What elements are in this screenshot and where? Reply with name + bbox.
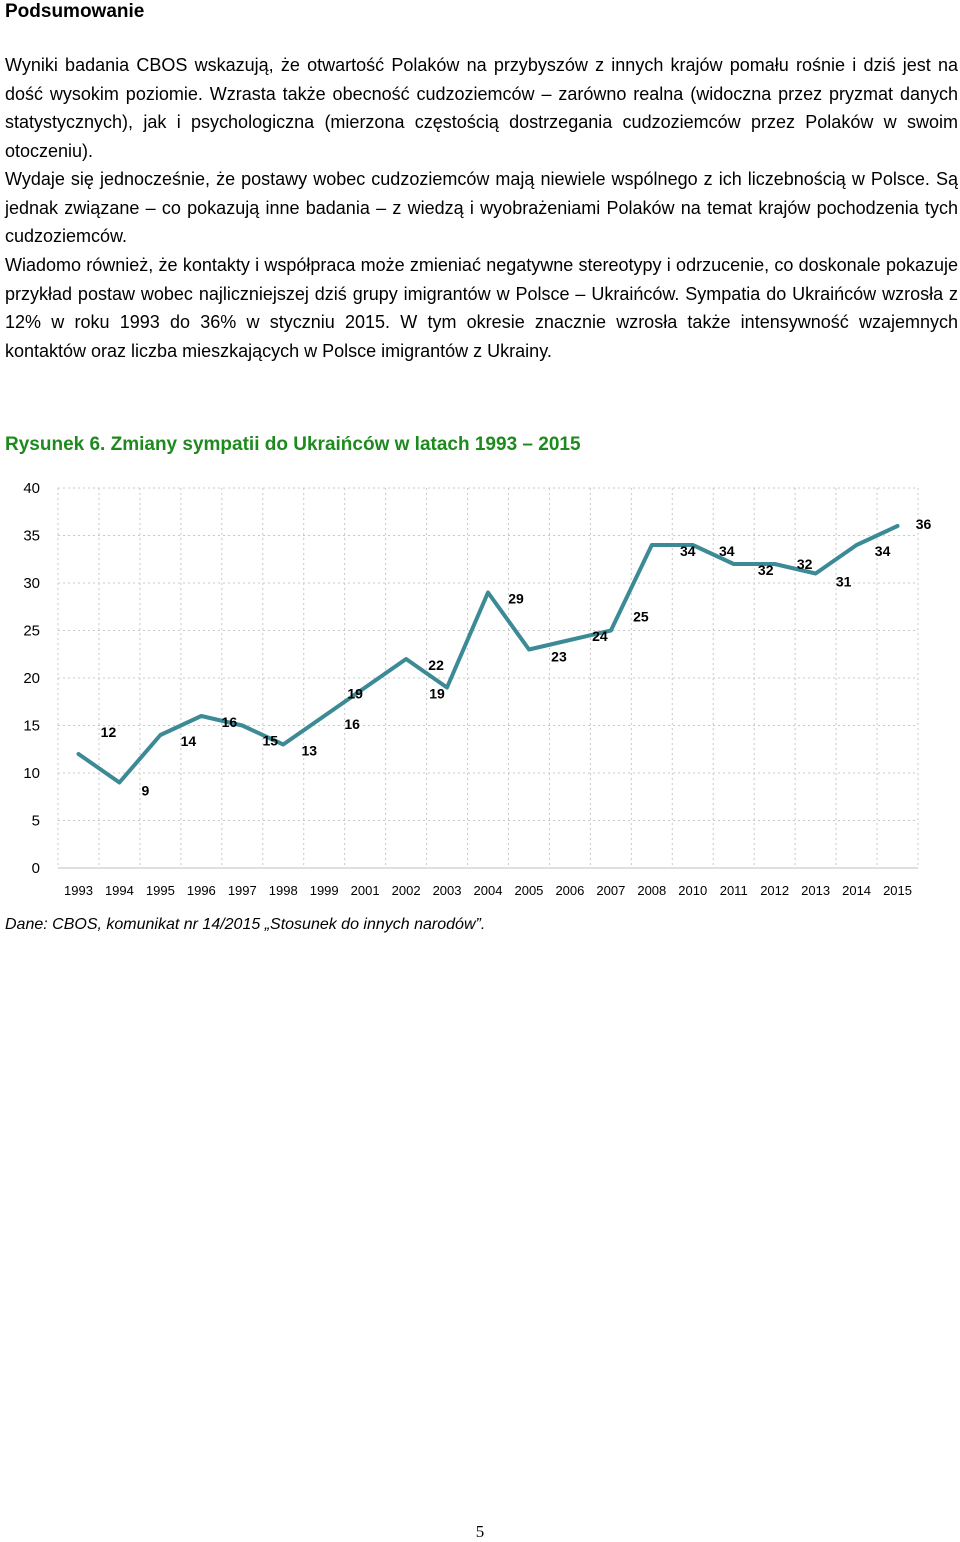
x-tick-label: 1999 — [310, 883, 339, 898]
x-tick-label: 2012 — [760, 883, 789, 898]
y-axis-ticks: 0 5 10 15 20 25 30 35 40 — [23, 480, 40, 877]
x-tick-label: 2002 — [392, 883, 421, 898]
data-label: 31 — [836, 574, 852, 590]
x-tick-label: 2014 — [842, 883, 871, 898]
x-tick-label: 2003 — [433, 883, 462, 898]
data-label: 16 — [222, 714, 238, 730]
paragraph-3: Wiadomo również, że kontakty i współprac… — [5, 255, 958, 361]
data-label: 34 — [719, 543, 735, 559]
section-heading: Podsumowanie — [5, 1, 145, 22]
y-tick-label: 30 — [23, 575, 40, 592]
x-tick-label: 1996 — [187, 883, 216, 898]
x-tick-label: 2013 — [801, 883, 830, 898]
series-line-layer — [76, 524, 900, 785]
x-tick-label: 2007 — [596, 883, 625, 898]
y-tick-label: 20 — [23, 670, 40, 687]
data-label: 29 — [508, 591, 524, 607]
x-tick-label: 1993 — [64, 883, 93, 898]
x-tick-label: 2015 — [883, 883, 912, 898]
x-tick-label: 2004 — [474, 883, 503, 898]
x-tick-label: 1994 — [105, 883, 134, 898]
data-label: 19 — [429, 686, 445, 702]
y-tick-label: 0 — [32, 860, 40, 877]
y-tick-label: 15 — [23, 718, 40, 735]
x-tick-label: 1995 — [146, 883, 175, 898]
data-label: 25 — [633, 609, 649, 625]
x-axis-ticks: 1993 1994 1995 1996 1997 1998 1999 2001 2002 2003… — [64, 883, 912, 898]
paragraph-2: Wydaje się jednocześnie, że postawy wobe… — [5, 169, 958, 246]
source-note: Dane: CBOS, komunikat nr 14/2015 „Stosun… — [5, 916, 486, 933]
data-label: 34 — [680, 543, 696, 559]
y-tick-label: 40 — [23, 480, 40, 497]
data-label: 13 — [301, 743, 317, 759]
x-tick-label: 2001 — [351, 883, 380, 898]
data-label: 34 — [875, 543, 891, 559]
data-label: 12 — [101, 724, 117, 740]
x-tick-label: 2005 — [514, 883, 543, 898]
y-tick-label: 10 — [23, 765, 40, 782]
x-tick-label: 2006 — [555, 883, 584, 898]
x-tick-label: 2011 — [720, 883, 748, 898]
figure-title: Rysunek 6. Zmiany sympatii do Ukraińców … — [5, 434, 581, 455]
series-line — [76, 524, 900, 785]
data-label-layer: 12 9 14 16 15 13 16 19 22 19 29 23 24 25 34 34 32 32 31 34 3… — [101, 516, 932, 799]
y-tick-label: 35 — [23, 528, 40, 545]
y-tick-label: 25 — [23, 623, 40, 640]
data-label: 32 — [797, 556, 813, 572]
paragraph-1: Wyniki badania CBOS wskazują, że otwarto… — [5, 55, 958, 161]
x-tick-label: 1998 — [269, 883, 298, 898]
x-tick-label: 2010 — [678, 883, 707, 898]
data-label: 24 — [592, 628, 608, 644]
data-label: 14 — [181, 733, 197, 749]
page-number: 5 — [475, 1522, 485, 1541]
data-label: 23 — [551, 649, 567, 665]
chart-grid — [57, 487, 919, 869]
x-tick-label: 2008 — [637, 883, 666, 898]
data-label: 15 — [262, 733, 278, 749]
data-label: 9 — [142, 783, 150, 799]
x-tick-label: 1997 — [228, 883, 257, 898]
y-tick-label: 5 — [32, 813, 40, 830]
data-label: 16 — [344, 716, 360, 732]
data-label: 32 — [758, 562, 774, 578]
data-label: 19 — [347, 686, 363, 702]
data-label: 36 — [916, 516, 932, 532]
data-label: 22 — [428, 657, 444, 673]
